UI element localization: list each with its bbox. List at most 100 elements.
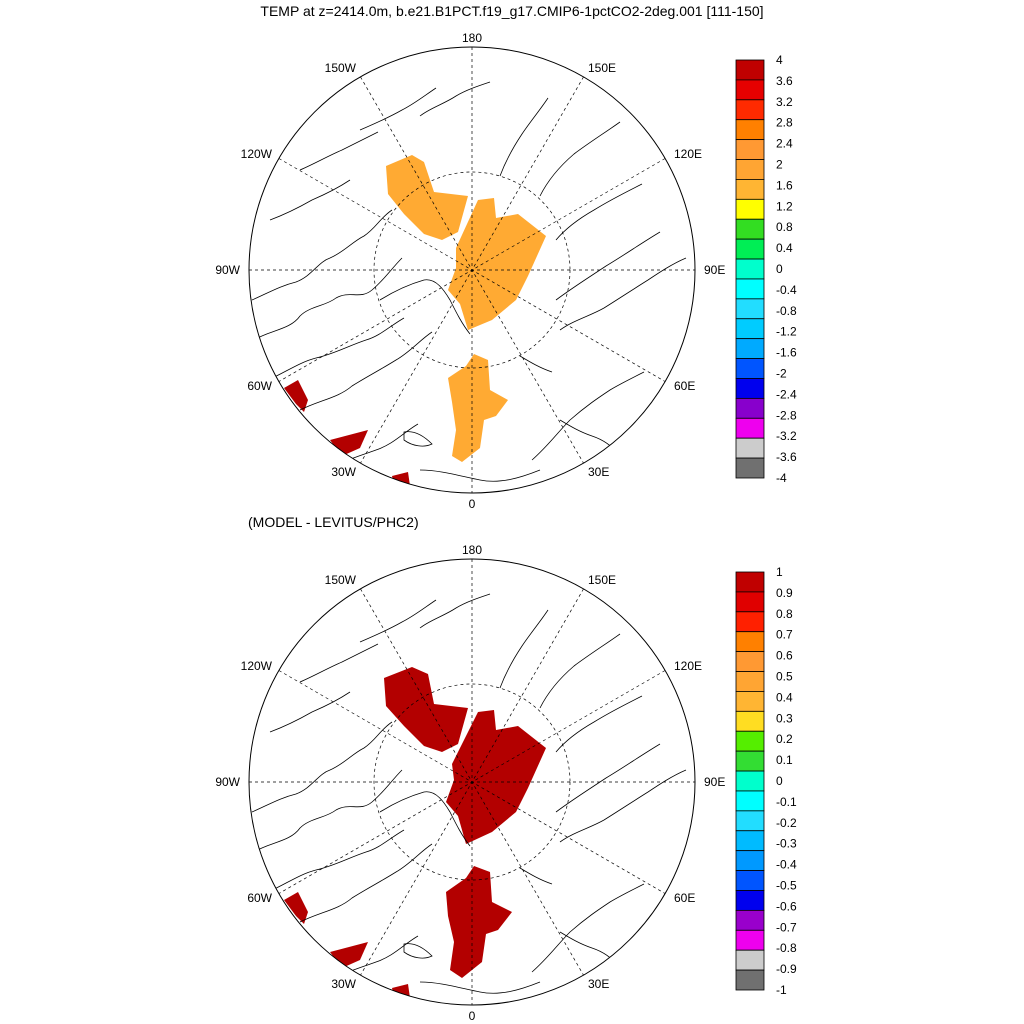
- colorbar-swatch: [735, 571, 765, 593]
- colorbar-tick-label: 0: [776, 262, 783, 276]
- polar-map-top: 180 150W 150E 120W 120E 90W 90E 60W 60E …: [215, 31, 797, 511]
- colorbar-swatch: [735, 59, 765, 81]
- colorbar-tick-label: 0.8: [776, 607, 793, 621]
- lon-label: 150W: [325, 573, 357, 587]
- colorbar-swatch: [735, 338, 765, 359]
- lon-label: 90W: [215, 775, 240, 789]
- colorbar-tick-label: 0: [776, 774, 783, 788]
- colorbar-swatch: [735, 99, 765, 121]
- colorbar-tick-label: -1: [776, 983, 787, 997]
- colorbar-swatch: [735, 770, 765, 792]
- colorbar-swatch: [735, 949, 765, 971]
- lon-label: 30W: [331, 465, 356, 479]
- colorbar-tick-label: 2.8: [776, 116, 793, 130]
- plot-title: TEMP at z=2414.0m, b.e21.B1PCT.f19_g17.C…: [260, 3, 764, 19]
- colorbar-tick-label: -0.8: [776, 304, 797, 318]
- anomaly-patch: [284, 380, 308, 412]
- colorbar-tick-label: 0.2: [776, 732, 793, 746]
- lon-label: 180: [462, 31, 482, 45]
- lon-label: 60W: [247, 379, 272, 393]
- map-boundary: [248, 46, 696, 494]
- colorbar-swatch: [735, 417, 765, 439]
- anomaly-patch: [446, 866, 512, 978]
- colorbar-tick-label: 0.6: [776, 649, 793, 663]
- colorbar-swatch: [735, 218, 765, 240]
- lon-label: 120E: [674, 659, 702, 673]
- colorbar-tick-label: 2.4: [776, 137, 793, 151]
- anomaly-patch: [384, 667, 468, 752]
- colorbar-tick-label: 0.4: [776, 690, 793, 704]
- colorbar-tick-label: -3.6: [776, 450, 797, 464]
- colorbar-tick-label: 1: [776, 565, 783, 579]
- lon-label: 0: [469, 497, 476, 511]
- graticule: [249, 559, 695, 1005]
- lon-label: 150W: [325, 61, 357, 75]
- colorbar-tick-label: -1.2: [776, 325, 797, 339]
- colorbar-swatch: [735, 159, 765, 180]
- colorbar-swatch: [735, 870, 765, 891]
- colorbar-tick-label: 3.6: [776, 74, 793, 88]
- colorbar-tick-label: 3.2: [776, 95, 793, 109]
- colorbar-swatch: [735, 969, 765, 991]
- lon-label: 150E: [588, 573, 616, 587]
- lon-label: 150E: [588, 61, 616, 75]
- colorbar-tick-label: 4: [776, 53, 783, 67]
- colorbar-swatch: [735, 437, 765, 459]
- colorbar-swatch: [735, 611, 765, 633]
- colorbar-swatch: [735, 929, 765, 951]
- colorbar-swatch: [735, 378, 765, 399]
- colorbar-tick-label: -2: [776, 367, 787, 381]
- colorbar-tick-label: -2.4: [776, 387, 797, 401]
- colorbar-swatch: [735, 278, 765, 300]
- colorbar-tick-label: -0.6: [776, 899, 797, 913]
- lon-label: 180: [462, 543, 482, 557]
- colorbar-tick-label: 0.7: [776, 628, 793, 642]
- colorbar-swatch: [735, 258, 765, 280]
- anomaly-patch: [284, 892, 308, 924]
- colorbar-swatch: [735, 850, 765, 871]
- colorbar-top: 4 3.6 3.2 2.8 2.4 2 1.6 1.2 0.8 0.4 0 -0.4 -0.8 -1.2 -…: [735, 53, 797, 485]
- colorbar-swatch: [735, 750, 765, 772]
- lon-label: 90E: [704, 263, 725, 277]
- lon-label: 60E: [674, 379, 695, 393]
- colorbar-swatch: [735, 119, 765, 141]
- colorbar-swatch: [735, 298, 765, 320]
- colorbar-tick-label: -0.8: [776, 941, 797, 955]
- colorbar-tick-label: 0.5: [776, 670, 793, 684]
- colorbar-tick-label: -0.1: [776, 795, 797, 809]
- colorbar-tick-label: -0.7: [776, 920, 797, 934]
- colorbar-swatch: [735, 198, 765, 220]
- colorbar-swatch: [735, 179, 765, 200]
- colorbar-tick-label: -0.2: [776, 816, 797, 830]
- colorbar-tick-label: -4: [776, 471, 787, 485]
- lon-label: 60E: [674, 891, 695, 905]
- anomaly-patch: [330, 430, 368, 456]
- colorbar-tick-label: -1.6: [776, 346, 797, 360]
- lon-label: 30E: [588, 977, 609, 991]
- lon-label: 30E: [588, 465, 609, 479]
- anomaly-patch: [330, 942, 368, 968]
- colorbar-tick-label: 0.9: [776, 586, 793, 600]
- colorbar-swatch: [735, 710, 765, 732]
- colorbar-swatch: [735, 79, 765, 101]
- colorbar-tick-label: -3.2: [776, 429, 797, 443]
- colorbar-swatch: [735, 318, 765, 340]
- colorbar-tick-label: 0.3: [776, 711, 793, 725]
- lon-label: 30W: [331, 977, 356, 991]
- plot-subtitle: (MODEL - LEVITUS/PHC2): [248, 514, 419, 530]
- lon-label: 120W: [241, 659, 273, 673]
- anomaly-patch: [446, 710, 546, 844]
- colorbar-swatch: [735, 139, 765, 160]
- anomaly-patch: [448, 354, 508, 462]
- lon-label: 90E: [704, 775, 725, 789]
- colorbar-tick-label: 1.6: [776, 178, 793, 192]
- colorbar-tick-label: -0.4: [776, 283, 797, 297]
- colorbar-swatch: [735, 909, 765, 931]
- colorbar-swatch: [735, 691, 765, 712]
- colorbar-swatch: [735, 397, 765, 419]
- colorbar-swatch: [735, 591, 765, 613]
- anomaly-patch: [448, 198, 546, 330]
- colorbar-swatch: [735, 830, 765, 852]
- colorbar-tick-label: -2.8: [776, 408, 797, 422]
- colorbar-tick-label: 1.2: [776, 199, 793, 213]
